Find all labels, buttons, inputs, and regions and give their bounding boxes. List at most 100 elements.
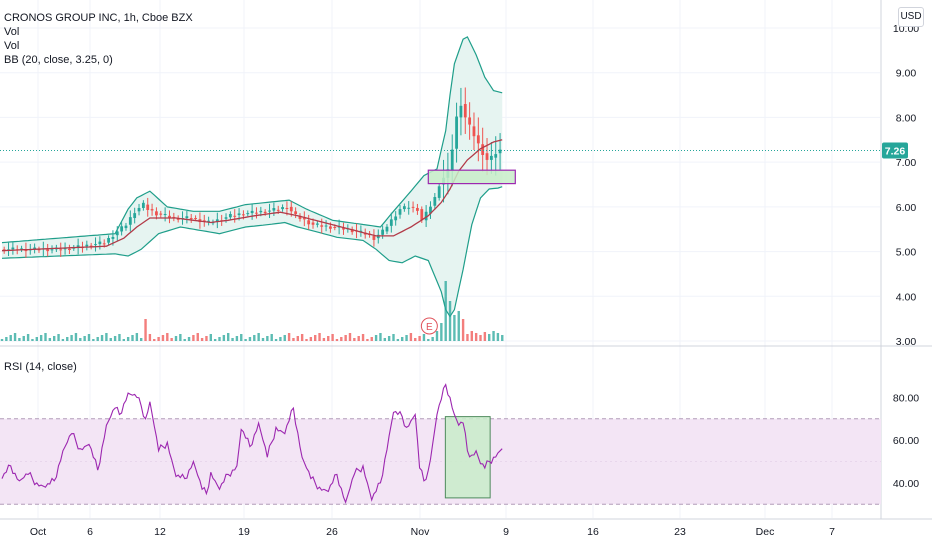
legend-vol-2[interactable]: Vol [4, 40, 20, 52]
volume-bar [222, 335, 226, 341]
candle-body [111, 236, 115, 239]
volume-bar [361, 334, 365, 341]
candle-body [189, 218, 193, 220]
volume-bar [461, 319, 465, 341]
time-tick-label: 23 [674, 526, 686, 538]
symbol-title[interactable]: CRONOS GROUP INC, 1h, Cboe BZX [4, 12, 193, 24]
candle-body [159, 213, 163, 215]
bb-lower-line [1, 186, 503, 318]
candle-body [242, 214, 245, 216]
volume-bar [105, 333, 108, 341]
candle-body [233, 215, 237, 217]
candle-body [298, 215, 302, 219]
candle-body [416, 207, 419, 211]
candles [2, 87, 502, 258]
volume-bar [166, 333, 169, 341]
volume-bar [100, 335, 104, 341]
candle-body [459, 105, 463, 118]
volume-bar [227, 333, 230, 341]
candle-body [89, 245, 93, 247]
bb-basis-line [1, 139, 503, 252]
volume-bar [366, 339, 369, 341]
volume-bar [140, 338, 143, 341]
time-tick-label: 16 [587, 526, 599, 538]
candle-body [385, 226, 389, 232]
volume-bar [218, 337, 221, 341]
candle-body [141, 202, 145, 208]
candle-body [115, 231, 119, 236]
candle-body [228, 214, 232, 218]
candle-body [342, 228, 345, 230]
candle-body [68, 248, 71, 251]
currency-button[interactable]: USD [898, 7, 924, 27]
volume-bar [179, 334, 182, 341]
candle-body [450, 149, 454, 172]
rsi-axis: 80.00 60.00 40.00 [893, 392, 919, 490]
candle-body [263, 211, 267, 214]
volume-bar [274, 339, 278, 341]
candle-body [489, 155, 493, 160]
volume-bar [405, 335, 408, 341]
candle-body [320, 225, 324, 227]
candle-body [463, 104, 467, 118]
volume-bar [170, 338, 173, 341]
volume-bar [335, 339, 339, 341]
candle-body [202, 220, 206, 222]
volume-bar [287, 333, 291, 341]
candle-body [268, 210, 271, 212]
volume-bar [5, 337, 8, 341]
candle-body [98, 241, 102, 245]
candle-body [20, 248, 23, 250]
volume-bar [435, 331, 439, 341]
volume-bar [0, 339, 4, 341]
time-tick-label: 19 [238, 526, 250, 538]
volume-bar [126, 337, 130, 341]
volume-bar [57, 334, 60, 341]
volume-bar [192, 335, 195, 341]
rsi-annotation-box [444, 416, 491, 499]
volume-bar [348, 333, 352, 341]
volume-bar [327, 336, 330, 341]
volume-bar [292, 338, 295, 341]
volume-bar [174, 336, 178, 341]
legend-rsi[interactable]: RSI (14, close) [4, 361, 77, 373]
candle-body [11, 247, 15, 250]
candle-body [50, 249, 54, 251]
volume-bar [379, 333, 382, 341]
volume-bar [240, 334, 243, 341]
volume-bar [79, 338, 82, 341]
candle-body [250, 210, 254, 214]
candle-body [468, 117, 472, 125]
volume-bar [253, 335, 256, 341]
volume-bar [331, 334, 334, 341]
candle-body [424, 211, 428, 221]
candle-body [137, 207, 141, 212]
earnings-marker [420, 317, 438, 335]
volume-bar [92, 339, 95, 341]
legend-vol-1[interactable]: Vol [4, 26, 20, 38]
volume-bar [496, 333, 500, 341]
rsi-tick-label: 60.00 [893, 435, 919, 447]
volume-bar [322, 338, 326, 341]
candle-body [411, 206, 415, 208]
volume-bar [196, 333, 199, 341]
candle-body [185, 216, 189, 219]
volume-bar [431, 337, 434, 341]
price-annotation-box [427, 169, 516, 185]
candle-body [350, 229, 354, 233]
price-tick-label: 5.00 [896, 247, 917, 259]
volume-bar [18, 338, 21, 341]
candle-body [46, 249, 50, 252]
candle-body [372, 235, 376, 240]
volume-bar [466, 334, 469, 341]
volume-bar [109, 338, 112, 341]
volume-bar [144, 319, 147, 341]
candle-body [307, 220, 311, 225]
candle-body [276, 209, 280, 211]
candle-body [272, 208, 276, 211]
legend-bb[interactable]: BB (20, close, 3.25, 0) [4, 54, 113, 66]
volume-bar [266, 336, 269, 341]
volume-bar [409, 333, 413, 341]
candle-body [59, 249, 63, 251]
